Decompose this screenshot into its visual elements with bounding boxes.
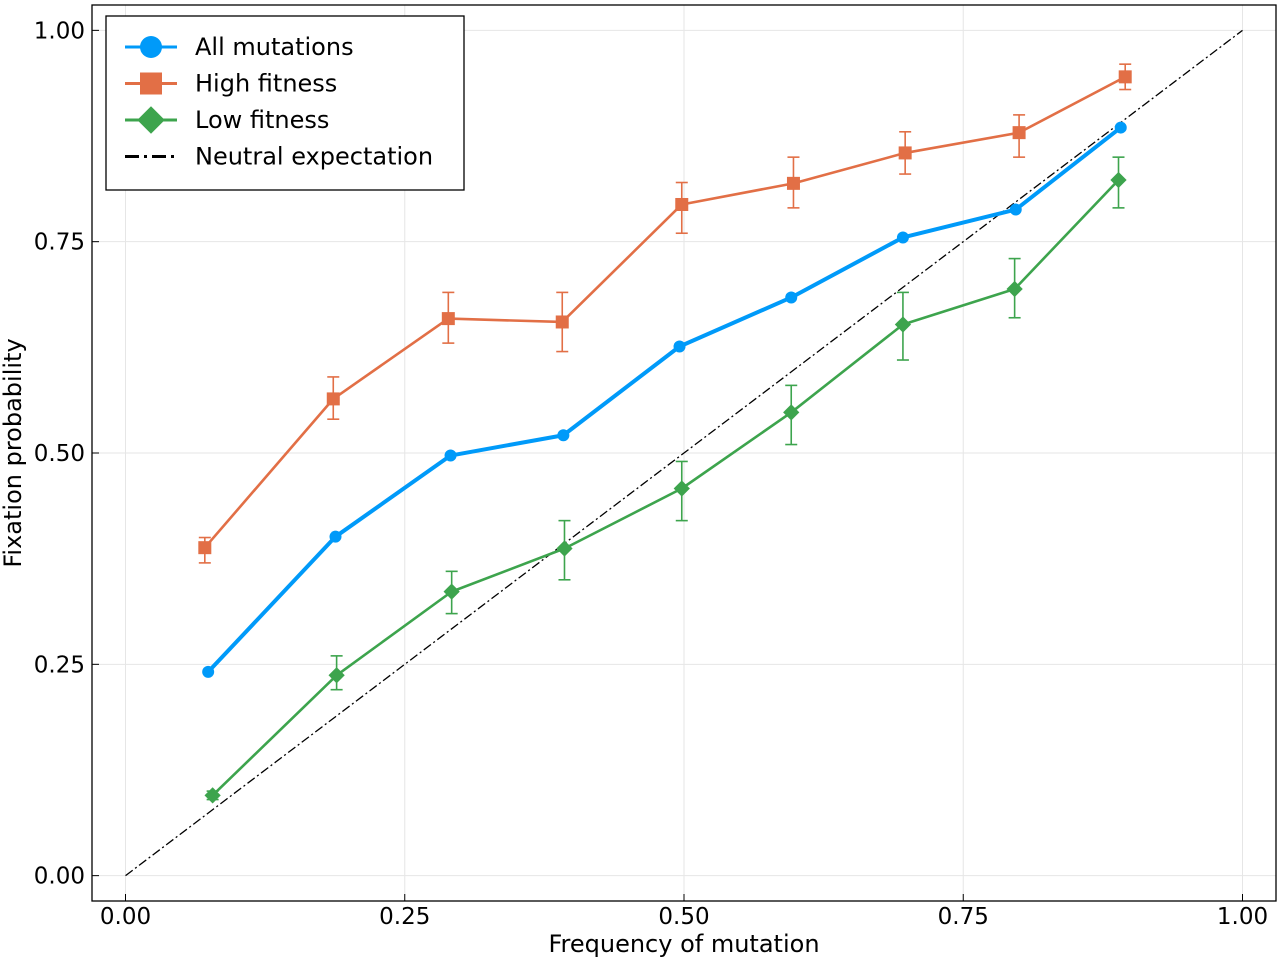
x-tick-label: 0.25 (379, 904, 430, 930)
y-tick-label: 0.75 (34, 230, 85, 256)
y-axis-title: Fixation probability (0, 338, 27, 567)
y-tick-label: 0.00 (34, 864, 85, 890)
legend-marker (140, 72, 162, 95)
data-point (1012, 126, 1026, 140)
data-point (783, 404, 800, 421)
series-line-low-fitness (211, 179, 1120, 797)
legend-marker (140, 36, 162, 58)
legend-entry-all-mutations: All mutations (125, 33, 354, 61)
data-point (1009, 203, 1022, 216)
legend-entry-low-fitness: Low fitness (125, 106, 329, 134)
axis-ticks: 0.00 0.25 0.50 0.75 1.00 0.00 0.25 0.50 0.75 1.00 (34, 18, 1268, 930)
data-point (556, 540, 573, 557)
data-point (557, 429, 570, 442)
data-point (204, 787, 221, 804)
series-all-mutations (202, 121, 1127, 678)
series-neutral-expectation (125, 29, 1243, 877)
series-high-fitness (198, 63, 1132, 564)
data-point (1110, 171, 1127, 189)
legend-box (105, 15, 465, 191)
data-point (555, 315, 569, 329)
series-line-all-mutations (206, 125, 1122, 674)
y-tick-label: 0.25 (34, 652, 85, 678)
x-tick-label: 0.50 (658, 904, 709, 930)
data-point (898, 146, 912, 160)
legend-label: Low fitness (195, 106, 329, 134)
data-point (896, 231, 909, 244)
data-point (894, 316, 912, 333)
data-point (328, 667, 345, 684)
y-tick-label: 0.50 (34, 441, 85, 467)
data-point (444, 449, 457, 462)
x-tick-label: 1.00 (1217, 904, 1268, 930)
data-point (673, 480, 690, 497)
data-point (786, 176, 800, 190)
data-point (1118, 70, 1132, 84)
legend-label: All mutations (195, 33, 354, 61)
data-point (785, 291, 798, 304)
legend-marker (137, 106, 165, 134)
y-tick-label: 1.00 (34, 18, 85, 44)
data-point (443, 583, 460, 600)
legend-label: High fitness (195, 70, 337, 98)
data-point (1006, 280, 1023, 298)
data-point (198, 541, 212, 555)
data-point (329, 530, 342, 543)
series-low-fitness (204, 156, 1127, 804)
data-point (1114, 121, 1127, 134)
data-point (441, 312, 455, 326)
x-tick-label: 0.00 (100, 904, 151, 930)
x-tick-label: 0.75 (938, 904, 989, 930)
data-point (675, 197, 689, 211)
legend: All mutations High fitness Low fitness Neut… (105, 15, 465, 191)
series-layer (125, 29, 1243, 877)
data-point (673, 340, 686, 353)
legend-entry-high-fitness: High fitness (125, 70, 337, 98)
series-line-neutral-expectation (125, 29, 1243, 877)
data-point (202, 665, 215, 678)
legend-entry-neutral-expectation: Neutral expectation (125, 143, 433, 171)
legend-label: Neutral expectation (195, 143, 433, 171)
data-point (326, 392, 340, 406)
x-axis-title: Frequency of mutation (548, 930, 819, 958)
